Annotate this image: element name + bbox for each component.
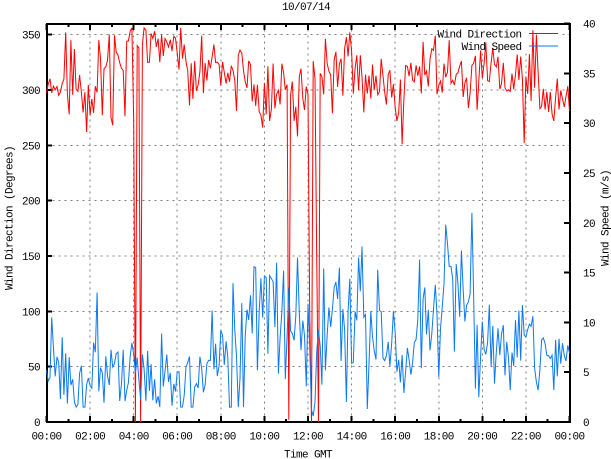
- svg-text:18:00: 18:00: [424, 431, 454, 443]
- svg-text:10:00: 10:00: [249, 431, 279, 443]
- svg-text:30: 30: [583, 119, 595, 131]
- svg-text:08:00: 08:00: [206, 431, 236, 443]
- svg-text:100: 100: [22, 307, 40, 319]
- svg-text:Wind Direction: Wind Direction: [437, 29, 521, 41]
- svg-text:15: 15: [583, 269, 595, 281]
- svg-text:20: 20: [583, 219, 595, 231]
- svg-text:Wind Speed: Wind Speed: [461, 42, 521, 54]
- svg-text:5: 5: [583, 368, 589, 380]
- svg-text:00:00: 00:00: [31, 431, 61, 443]
- svg-text:0: 0: [583, 418, 589, 430]
- svg-text:22:00: 22:00: [511, 431, 541, 443]
- svg-text:16:00: 16:00: [380, 431, 410, 443]
- svg-text:25: 25: [583, 169, 595, 181]
- svg-text:250: 250: [22, 141, 40, 153]
- svg-text:12:00: 12:00: [293, 431, 323, 443]
- svg-text:02:00: 02:00: [75, 431, 105, 443]
- svg-text:200: 200: [22, 197, 40, 209]
- svg-text:10/07/14: 10/07/14: [282, 2, 331, 14]
- svg-text:Wind Speed (m/s): Wind Speed (m/s): [601, 170, 611, 266]
- svg-text:Time GMT: Time GMT: [284, 450, 333, 459]
- svg-text:50: 50: [28, 363, 40, 375]
- svg-text:350: 350: [22, 31, 40, 43]
- svg-text:04:00: 04:00: [119, 431, 149, 443]
- svg-text:300: 300: [22, 86, 40, 98]
- svg-text:150: 150: [22, 252, 40, 264]
- svg-text:20:00: 20:00: [467, 431, 497, 443]
- svg-text:40: 40: [583, 20, 595, 32]
- svg-text:10: 10: [583, 318, 595, 330]
- svg-text:0: 0: [34, 418, 40, 430]
- svg-text:14:00: 14:00: [337, 431, 367, 443]
- svg-text:00:00: 00:00: [554, 431, 584, 443]
- svg-text:06:00: 06:00: [162, 431, 192, 443]
- svg-text:Wind Direction (Degrees): Wind Direction (Degrees): [5, 146, 17, 290]
- svg-text:35: 35: [583, 69, 595, 81]
